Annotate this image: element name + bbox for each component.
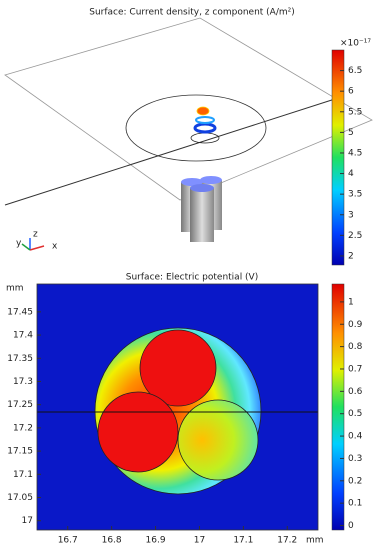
x-unit: mm [306,536,324,546]
colorbar-tick-label: 6.5 [348,66,362,76]
heatmap [37,284,318,530]
x-tick-label: 17 [194,536,205,546]
axis-label: z [33,230,38,240]
colorbar-tick-label: 0.7 [348,364,362,374]
y-tick-label: 17.25 [7,400,33,410]
colorbar-tick-label: 0.1 [348,499,362,509]
colorbar [331,283,345,531]
colorbar-tick-label: 0.5 [348,409,362,419]
x-tick-label: 16.8 [102,536,122,546]
colorbar-tick-label: 5.5 [348,107,362,117]
colorbar-tick-label: 4 [348,169,354,179]
axis-label: x [52,242,58,252]
colorbar-tick-label: 5 [348,128,354,138]
y-tick-label: 17.1 [13,470,33,480]
y-tick-label: 17 [22,516,33,526]
colorbar-tick-label: 2 [348,251,354,261]
colorbar-tick-label: 0.8 [348,342,363,352]
colorbar-tick-label: 6 [348,87,354,97]
y-unit: mm [6,284,24,294]
y-tick-label: 17.45 [7,307,33,317]
colorbar-tick-label: 0.4 [348,432,363,442]
x-tick-label: 17.1 [233,536,253,546]
x-tick-label: 16.9 [146,536,166,546]
conductors [181,176,222,242]
y-tick-label: 17.2 [13,423,33,433]
y-tick-label: 17.15 [7,447,33,457]
scene [4,17,373,206]
colorbar-tick-label: 0.3 [348,454,362,464]
colorbar-tick-label: 0.6 [348,387,363,397]
colorbar-tick-label: 1 [348,297,354,307]
colorbar-tick-label: 0.9 [348,320,363,330]
colorbar-multiplier: ×10⁻¹⁷ [340,39,371,49]
colorbar-tick-label: 4.5 [348,148,362,158]
colorbar-tick-label: 3 [348,210,354,220]
top-title: Surface: Current density, z component (A… [89,8,295,18]
axis-triad [21,238,45,251]
colorbar-tick-label: 0 [348,521,354,531]
y-tick-label: 17.4 [13,331,33,341]
y-tick-label: 17.3 [13,377,33,387]
y-tick-label: 17.35 [7,354,33,364]
axis-label: y [16,239,22,249]
x-tick-label: 16.7 [58,536,78,546]
colorbar-tick-label: 3.5 [348,190,362,200]
colorbar [331,49,345,266]
plot-frame [36,283,319,531]
x-tick-label: 17.2 [277,536,297,546]
bottom-title: Surface: Electric potential (V) [126,273,258,283]
colorbar-tick-label: 0.2 [348,476,362,486]
colorbar-tick-label: 2.5 [348,231,362,241]
y-tick-label: 17.05 [7,493,33,503]
